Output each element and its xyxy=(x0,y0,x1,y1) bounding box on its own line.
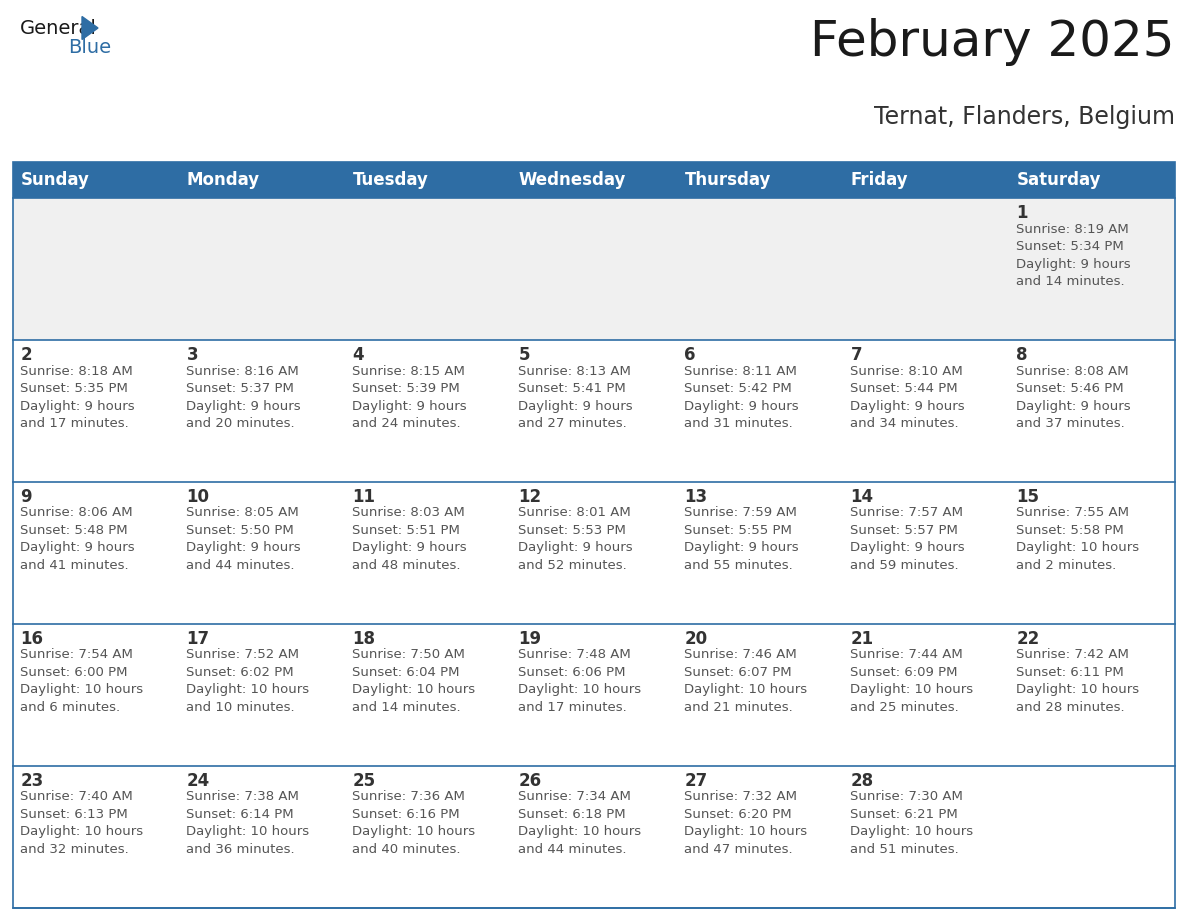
Text: Sunday: Sunday xyxy=(20,171,89,189)
Text: 20: 20 xyxy=(684,630,708,647)
Text: 11: 11 xyxy=(353,487,375,506)
Text: 13: 13 xyxy=(684,487,708,506)
Text: Blue: Blue xyxy=(68,39,112,58)
Text: 8: 8 xyxy=(1017,345,1028,364)
Text: 28: 28 xyxy=(851,771,873,789)
Bar xyxy=(13,340,1175,482)
Polygon shape xyxy=(82,17,97,39)
Bar xyxy=(13,482,1175,624)
Text: Wednesday: Wednesday xyxy=(518,171,626,189)
Text: Sunrise: 7:44 AM
Sunset: 6:09 PM
Daylight: 10 hours
and 25 minutes.: Sunrise: 7:44 AM Sunset: 6:09 PM Dayligh… xyxy=(851,648,974,714)
Text: Sunrise: 7:52 AM
Sunset: 6:02 PM
Daylight: 10 hours
and 10 minutes.: Sunrise: 7:52 AM Sunset: 6:02 PM Dayligh… xyxy=(187,648,310,714)
Text: 1: 1 xyxy=(1017,204,1028,221)
Text: 7: 7 xyxy=(851,345,862,364)
Text: 25: 25 xyxy=(353,771,375,789)
Text: 10: 10 xyxy=(187,487,209,506)
Bar xyxy=(13,198,1175,340)
Text: Sunrise: 7:36 AM
Sunset: 6:16 PM
Daylight: 10 hours
and 40 minutes.: Sunrise: 7:36 AM Sunset: 6:16 PM Dayligh… xyxy=(353,790,475,856)
Text: 19: 19 xyxy=(518,630,542,647)
Text: Sunrise: 8:03 AM
Sunset: 5:51 PM
Daylight: 9 hours
and 48 minutes.: Sunrise: 8:03 AM Sunset: 5:51 PM Dayligh… xyxy=(353,507,467,572)
Text: Sunrise: 7:57 AM
Sunset: 5:57 PM
Daylight: 9 hours
and 59 minutes.: Sunrise: 7:57 AM Sunset: 5:57 PM Dayligh… xyxy=(851,507,965,572)
Text: 5: 5 xyxy=(518,345,530,364)
Text: 27: 27 xyxy=(684,771,708,789)
Text: Sunrise: 7:38 AM
Sunset: 6:14 PM
Daylight: 10 hours
and 36 minutes.: Sunrise: 7:38 AM Sunset: 6:14 PM Dayligh… xyxy=(187,790,310,856)
Bar xyxy=(13,624,1175,766)
Text: Sunrise: 7:48 AM
Sunset: 6:06 PM
Daylight: 10 hours
and 17 minutes.: Sunrise: 7:48 AM Sunset: 6:06 PM Dayligh… xyxy=(518,648,642,714)
Text: 3: 3 xyxy=(187,345,198,364)
Text: Sunrise: 7:54 AM
Sunset: 6:00 PM
Daylight: 10 hours
and 6 minutes.: Sunrise: 7:54 AM Sunset: 6:00 PM Dayligh… xyxy=(20,648,144,714)
Text: 17: 17 xyxy=(187,630,209,647)
Text: 22: 22 xyxy=(1017,630,1040,647)
Text: Sunrise: 8:16 AM
Sunset: 5:37 PM
Daylight: 9 hours
and 20 minutes.: Sunrise: 8:16 AM Sunset: 5:37 PM Dayligh… xyxy=(187,364,301,430)
Text: Sunrise: 8:13 AM
Sunset: 5:41 PM
Daylight: 9 hours
and 27 minutes.: Sunrise: 8:13 AM Sunset: 5:41 PM Dayligh… xyxy=(518,364,633,430)
Text: 15: 15 xyxy=(1017,487,1040,506)
Text: Sunrise: 8:10 AM
Sunset: 5:44 PM
Daylight: 9 hours
and 34 minutes.: Sunrise: 8:10 AM Sunset: 5:44 PM Dayligh… xyxy=(851,364,965,430)
Bar xyxy=(13,162,1175,908)
Text: Saturday: Saturday xyxy=(1017,171,1101,189)
Text: Sunrise: 8:05 AM
Sunset: 5:50 PM
Daylight: 9 hours
and 44 minutes.: Sunrise: 8:05 AM Sunset: 5:50 PM Dayligh… xyxy=(187,507,301,572)
Text: 16: 16 xyxy=(20,630,44,647)
Text: 4: 4 xyxy=(353,345,364,364)
Text: 14: 14 xyxy=(851,487,873,506)
Text: Sunrise: 8:08 AM
Sunset: 5:46 PM
Daylight: 9 hours
and 37 minutes.: Sunrise: 8:08 AM Sunset: 5:46 PM Dayligh… xyxy=(1017,364,1131,430)
Text: 26: 26 xyxy=(518,771,542,789)
Text: Sunrise: 7:32 AM
Sunset: 6:20 PM
Daylight: 10 hours
and 47 minutes.: Sunrise: 7:32 AM Sunset: 6:20 PM Dayligh… xyxy=(684,790,808,856)
Text: Sunrise: 8:19 AM
Sunset: 5:34 PM
Daylight: 9 hours
and 14 minutes.: Sunrise: 8:19 AM Sunset: 5:34 PM Dayligh… xyxy=(1017,222,1131,288)
Text: Sunrise: 8:06 AM
Sunset: 5:48 PM
Daylight: 9 hours
and 41 minutes.: Sunrise: 8:06 AM Sunset: 5:48 PM Dayligh… xyxy=(20,507,135,572)
Bar xyxy=(13,766,1175,908)
Text: Sunrise: 8:11 AM
Sunset: 5:42 PM
Daylight: 9 hours
and 31 minutes.: Sunrise: 8:11 AM Sunset: 5:42 PM Dayligh… xyxy=(684,364,800,430)
Text: Friday: Friday xyxy=(851,171,908,189)
Text: Sunrise: 7:30 AM
Sunset: 6:21 PM
Daylight: 10 hours
and 51 minutes.: Sunrise: 7:30 AM Sunset: 6:21 PM Dayligh… xyxy=(851,790,974,856)
Text: Sunrise: 8:01 AM
Sunset: 5:53 PM
Daylight: 9 hours
and 52 minutes.: Sunrise: 8:01 AM Sunset: 5:53 PM Dayligh… xyxy=(518,507,633,572)
Text: 2: 2 xyxy=(20,345,32,364)
Text: 18: 18 xyxy=(353,630,375,647)
Bar xyxy=(13,162,1175,198)
Text: Sunrise: 8:18 AM
Sunset: 5:35 PM
Daylight: 9 hours
and 17 minutes.: Sunrise: 8:18 AM Sunset: 5:35 PM Dayligh… xyxy=(20,364,135,430)
Text: 12: 12 xyxy=(518,487,542,506)
Text: Sunrise: 7:50 AM
Sunset: 6:04 PM
Daylight: 10 hours
and 14 minutes.: Sunrise: 7:50 AM Sunset: 6:04 PM Dayligh… xyxy=(353,648,475,714)
Text: 21: 21 xyxy=(851,630,873,647)
Text: Thursday: Thursday xyxy=(684,171,771,189)
Text: Monday: Monday xyxy=(187,171,260,189)
Text: Ternat, Flanders, Belgium: Ternat, Flanders, Belgium xyxy=(874,105,1175,129)
Text: Sunrise: 7:59 AM
Sunset: 5:55 PM
Daylight: 9 hours
and 55 minutes.: Sunrise: 7:59 AM Sunset: 5:55 PM Dayligh… xyxy=(684,507,800,572)
Text: 6: 6 xyxy=(684,345,696,364)
Text: Sunrise: 7:40 AM
Sunset: 6:13 PM
Daylight: 10 hours
and 32 minutes.: Sunrise: 7:40 AM Sunset: 6:13 PM Dayligh… xyxy=(20,790,144,856)
Text: Tuesday: Tuesday xyxy=(353,171,429,189)
Text: General: General xyxy=(20,18,97,38)
Text: 24: 24 xyxy=(187,771,210,789)
Text: Sunrise: 7:55 AM
Sunset: 5:58 PM
Daylight: 10 hours
and 2 minutes.: Sunrise: 7:55 AM Sunset: 5:58 PM Dayligh… xyxy=(1017,507,1139,572)
Text: Sunrise: 7:42 AM
Sunset: 6:11 PM
Daylight: 10 hours
and 28 minutes.: Sunrise: 7:42 AM Sunset: 6:11 PM Dayligh… xyxy=(1017,648,1139,714)
Text: Sunrise: 7:46 AM
Sunset: 6:07 PM
Daylight: 10 hours
and 21 minutes.: Sunrise: 7:46 AM Sunset: 6:07 PM Dayligh… xyxy=(684,648,808,714)
Text: 9: 9 xyxy=(20,487,32,506)
Text: Sunrise: 8:15 AM
Sunset: 5:39 PM
Daylight: 9 hours
and 24 minutes.: Sunrise: 8:15 AM Sunset: 5:39 PM Dayligh… xyxy=(353,364,467,430)
Text: 23: 23 xyxy=(20,771,44,789)
Text: Sunrise: 7:34 AM
Sunset: 6:18 PM
Daylight: 10 hours
and 44 minutes.: Sunrise: 7:34 AM Sunset: 6:18 PM Dayligh… xyxy=(518,790,642,856)
Text: February 2025: February 2025 xyxy=(810,18,1175,66)
